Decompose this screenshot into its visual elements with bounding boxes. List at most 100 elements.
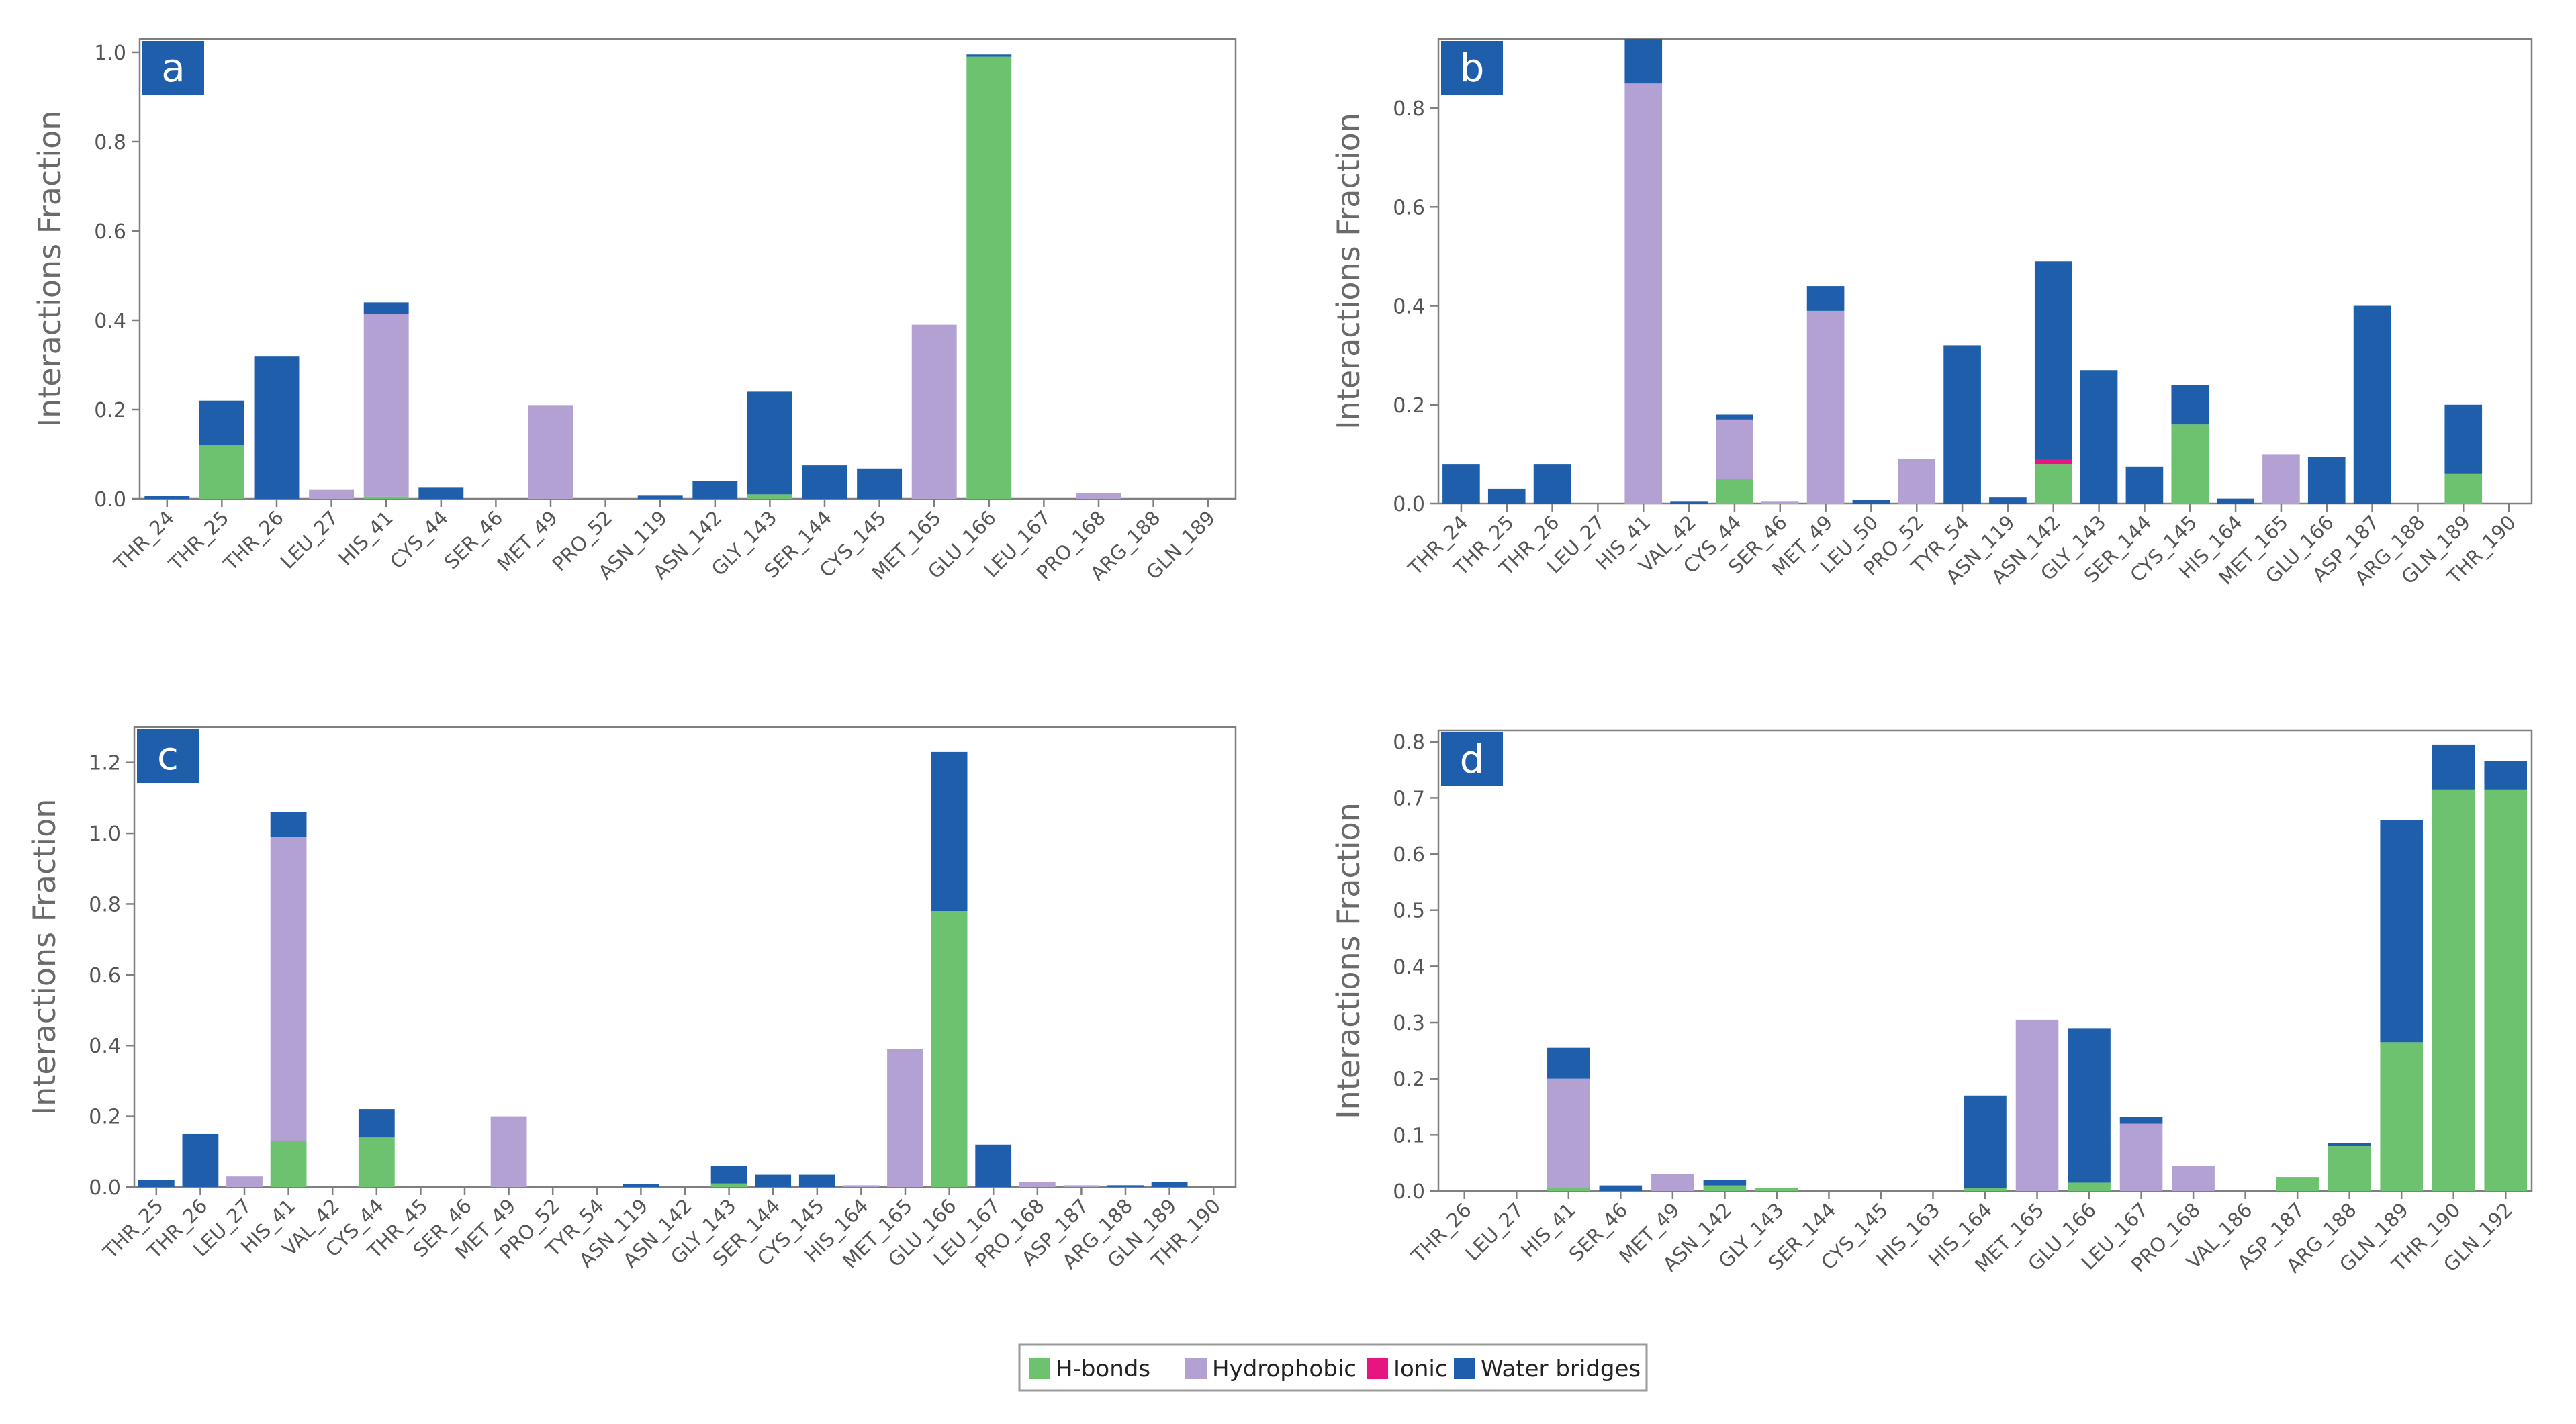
panel-a-bar-met_165-hydrophobic [911, 324, 957, 499]
panel-d-bar-thr_190-hbonds [2432, 789, 2475, 1191]
panel-d-ytick-label: 0.0 [1393, 1180, 1425, 1204]
panel-d-label: d [1460, 737, 1485, 782]
panel-b-bar-his_41-hydrophobic [1624, 83, 1663, 504]
panel-b-bar-his_164-water [2217, 498, 2254, 504]
panel-b-label: b [1460, 45, 1485, 91]
panel-a-ytick-label: 0.6 [94, 220, 126, 244]
panel-a-ytick-label: 1.0 [94, 42, 126, 65]
panel-b-ytick-label: 0.4 [1393, 295, 1425, 319]
panel-a-label-badge [142, 41, 204, 95]
panel-d-ytick-label: 0.2 [1393, 1068, 1425, 1092]
panel-b-bar-gln_189-hbonds [2444, 473, 2483, 504]
panel-a-bar-glu_166-water [966, 54, 1012, 57]
panel-b-bar-ser_46-hydrophobic [1761, 501, 1799, 504]
panel-c-bar-his_41-water [270, 812, 307, 837]
panel-a-bar-thr_26-water [254, 356, 300, 499]
legend-frame [1018, 1343, 1648, 1392]
panel-a-bar-pro_168-hydrophobic [1076, 493, 1121, 499]
panel-d-bar-his_164-water [1964, 1095, 2007, 1188]
legend-label-hbonds: H-bonds [1056, 1356, 1150, 1382]
panel-b-bar-pro_52-hydrophobic [1898, 459, 1936, 504]
panel-d: 0.0 0.1 0.2 0.3 0.4 0.5 0.6 0.7 0.8 Interactions … [1330, 729, 2533, 1278]
panel-a-xtick-label: THR_26 [219, 506, 288, 575]
panel-b-bar-asn_119-water [1989, 497, 2027, 504]
panel-d-bar-asn_142-hbonds [1703, 1185, 1747, 1191]
panel-c-bar-gly_143-hbonds [710, 1183, 747, 1187]
panel-c-ytick-label: 0.6 [89, 964, 121, 988]
panel-c-bar-cys_44-water [358, 1109, 395, 1138]
panel-d-label-badge [1441, 732, 1503, 786]
panel-c-plot-area [133, 726, 1237, 1188]
panel-c-bar-thr_25-water [138, 1180, 175, 1187]
panel-b-bar-glu_166-water [2307, 457, 2346, 504]
panel-c-ylabel: Interactions Fraction [26, 799, 62, 1116]
panel-b-bar-thr_24-water [1442, 464, 1480, 504]
panel-a-bar-asn_119-water [637, 495, 683, 499]
panel-a-xtick-label: MET_49 [492, 506, 562, 576]
panel-b-ytick-label: 0.8 [1393, 97, 1425, 121]
panel-c-bar-his_41-hbonds [270, 1141, 307, 1187]
panel-d-bar-his_164-hbonds [1964, 1188, 2007, 1191]
panel-c-label-badge [137, 729, 199, 783]
panel-a-bar-glu_166-hbonds [966, 56, 1012, 500]
panel-d-ytick-label: 0.7 [1393, 787, 1425, 810]
panel-a-xtick-label: THR_24 [109, 506, 178, 575]
panel-c-bar-leu_27-hydrophobic [226, 1176, 263, 1187]
panel-a-ytick-label: 0.4 [94, 310, 126, 333]
panel-c-bar-ser_144-water [755, 1174, 792, 1187]
panel-d-ytick-label: 0.4 [1393, 955, 1425, 979]
panel-b-ylabel: Interactions Fraction [1330, 113, 1367, 430]
panel-d-xtick-label: LEU_27 [1461, 1198, 1528, 1266]
panel-b-plot-area [1437, 38, 2533, 505]
panel-d-bar-his_41-hbonds [1547, 1188, 1590, 1191]
panel-d-bar-his_41-water [1547, 1047, 1590, 1079]
panel-b-bar-asp_187-water [2353, 305, 2391, 504]
panel-a-bar-asn_142-water [692, 481, 738, 499]
panel-c-ytick-label: 0.0 [89, 1176, 121, 1200]
panel-b-bar-tyr_54-water [1943, 345, 1981, 504]
panel-d-ytick-label: 0.3 [1393, 1012, 1425, 1035]
panel-b-bar-val_42-water [1670, 501, 1708, 504]
panel-a-xtick-label: THR_25 [164, 506, 233, 575]
panel-d-bar-gln_192-water [2484, 761, 2528, 790]
panel-d-bar-thr_190-water [2432, 744, 2475, 790]
panel-d-bar-arg_188-hbonds [2328, 1146, 2371, 1191]
panel-d-bar-arg_188-water [2328, 1143, 2371, 1147]
panel-c-bar-met_49-hydrophobic [490, 1116, 527, 1187]
panel-d-bar-leu_167-water [2119, 1117, 2163, 1124]
panel-c-bar-asn_119-water [623, 1184, 659, 1187]
panel-c-bar-cys_44-hbonds [358, 1137, 395, 1187]
panel-d-bar-asp_187-hbonds [2276, 1177, 2319, 1191]
panel-d-bar-met_49-hydrophobic [1651, 1174, 1694, 1191]
panel-d-bar-leu_167-hydrophobic [2119, 1123, 2163, 1191]
panel-b-bar-leu_50-water [1852, 500, 1890, 504]
panel-a-bar-cys_44-water [418, 487, 464, 499]
panel-a-bar-thr_25-water [199, 400, 244, 446]
panel-b-bar-met_165-hydrophobic [2262, 454, 2300, 504]
panel-a-bar-gly_143-water [747, 391, 792, 495]
panel-c-bar-pro_168-hydrophobic [1019, 1182, 1056, 1187]
panel-a-bar-thr_24-water [144, 496, 190, 499]
panel-b-ytick-label: 0.2 [1393, 394, 1425, 418]
panel-a-bar-leu_27-hydrophobic [309, 489, 355, 499]
panel-d-ytick-label: 0.1 [1393, 1124, 1425, 1147]
panel-d-bar-pro_168-hydrophobic [2172, 1166, 2215, 1191]
panel-b-bar-gln_189-water [2444, 404, 2483, 474]
panel-a-xtick-label: CYS_44 [385, 506, 453, 573]
panel-b-bar-cys_145-water [2171, 385, 2209, 425]
panel-a-bar-thr_25-hbonds [199, 445, 244, 499]
panel-c-bar-thr_26-water [182, 1133, 219, 1187]
panel-b-bar-ser_144-water [2125, 466, 2164, 504]
panel-a-bar-his_41-hydrophobic [363, 314, 409, 497]
legend-label-ionic: Ionic [1393, 1356, 1448, 1382]
panel-d-ytick-label: 0.6 [1393, 843, 1425, 867]
legend-swatch-hydrophobic [1185, 1358, 1207, 1379]
panel-a-bar-ser_144-water [802, 465, 847, 499]
legend-swatch-water [1454, 1358, 1475, 1379]
panel-a-bar-his_41-water [363, 302, 409, 314]
panel-a-bar-gly_143-hbonds [747, 494, 792, 499]
panel-b-bar-thr_26-water [1533, 464, 1571, 504]
panel-a-ytick-label: 0.8 [94, 131, 126, 154]
